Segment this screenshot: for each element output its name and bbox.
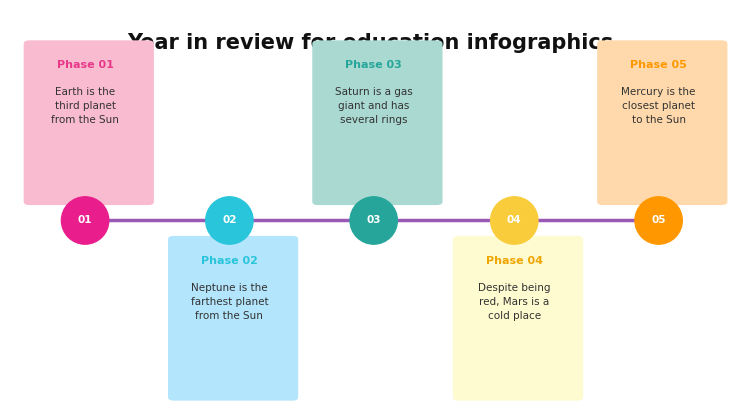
Text: Phase 05: Phase 05 bbox=[630, 60, 687, 70]
Text: Phase 01: Phase 01 bbox=[57, 60, 113, 70]
Text: Year in review for education infographics: Year in review for education infographic… bbox=[127, 33, 613, 53]
Text: Phase 03: Phase 03 bbox=[346, 60, 402, 70]
Text: 02: 02 bbox=[222, 215, 237, 225]
FancyBboxPatch shape bbox=[453, 236, 583, 401]
Ellipse shape bbox=[61, 197, 109, 244]
Text: 04: 04 bbox=[507, 215, 522, 225]
Text: Neptune is the
farthest planet
from the Sun: Neptune is the farthest planet from the … bbox=[191, 283, 268, 321]
FancyBboxPatch shape bbox=[24, 40, 154, 205]
FancyBboxPatch shape bbox=[597, 40, 727, 205]
Text: 01: 01 bbox=[78, 215, 92, 225]
Ellipse shape bbox=[206, 197, 253, 244]
Text: 05: 05 bbox=[651, 215, 666, 225]
Text: Earth is the
third planet
from the Sun: Earth is the third planet from the Sun bbox=[51, 87, 119, 125]
Ellipse shape bbox=[635, 197, 682, 244]
FancyBboxPatch shape bbox=[168, 236, 298, 401]
Text: Despite being
red, Mars is a
cold place: Despite being red, Mars is a cold place bbox=[478, 283, 551, 321]
Text: Saturn is a gas
giant and has
several rings: Saturn is a gas giant and has several ri… bbox=[334, 87, 413, 125]
Text: Phase 04: Phase 04 bbox=[485, 256, 543, 266]
Text: Mercury is the
closest planet
to the Sun: Mercury is the closest planet to the Sun bbox=[622, 87, 696, 125]
Ellipse shape bbox=[350, 197, 397, 244]
Text: 03: 03 bbox=[366, 215, 381, 225]
Text: Phase 02: Phase 02 bbox=[201, 256, 258, 266]
FancyBboxPatch shape bbox=[312, 40, 443, 205]
Ellipse shape bbox=[491, 197, 538, 244]
